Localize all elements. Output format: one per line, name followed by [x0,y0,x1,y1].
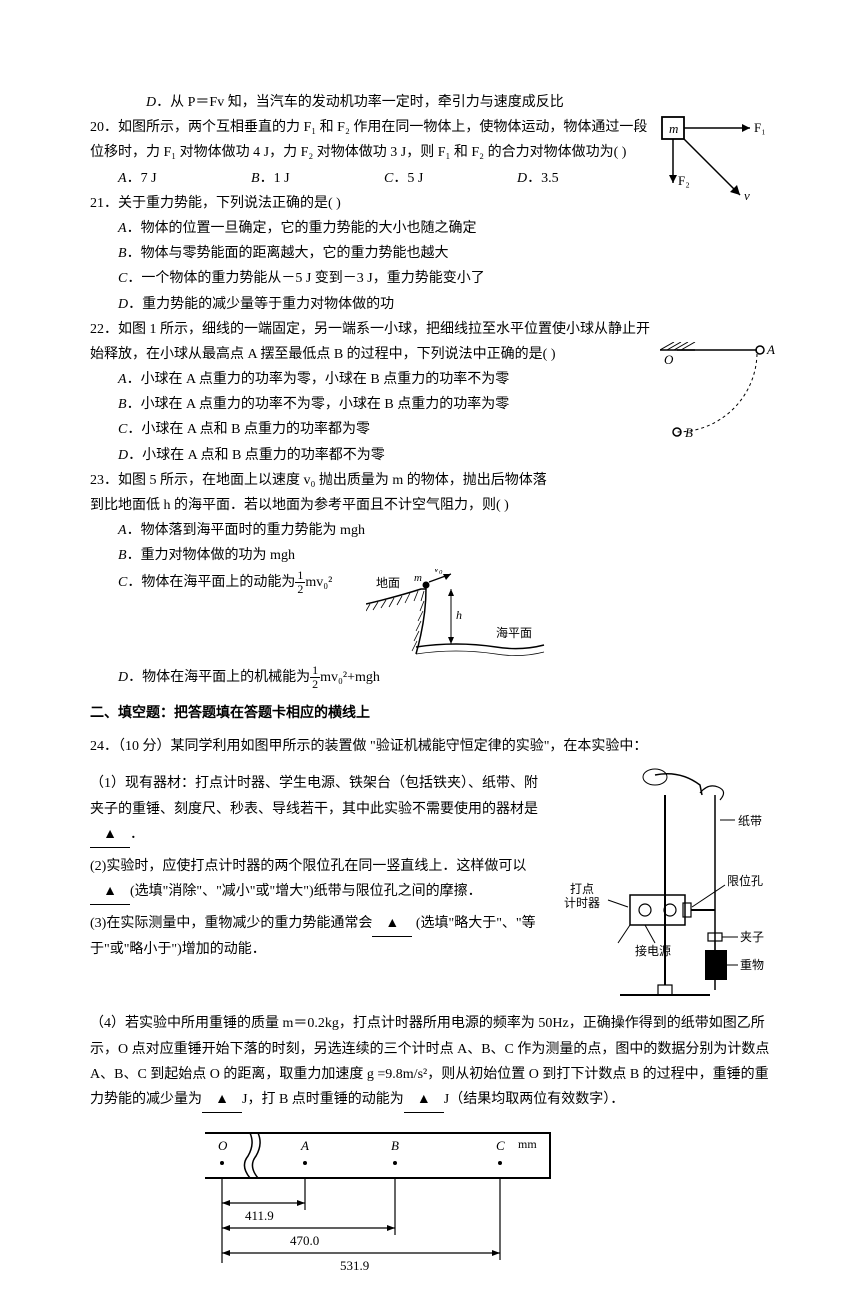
q22-stem1: 22．如图 1 所示，细线的一端固定，另一端系一小球，把细线拉至水平位置使小球从… [90,317,770,342]
q22-fig-b: B [685,425,693,440]
tape-d3: 531.9 [340,1258,369,1273]
q22-fig-a: A [766,342,775,357]
q21-b: B．物体与零势能面的距离越大，它的重力势能也越大 [90,241,770,266]
q21-a: A．物体的位置一旦确定，它的重力势能的大小也随之确定 [90,216,770,241]
q24-fig-weight: 重物 [740,958,764,972]
q23-stem1: 23．如图 5 所示，在地面上以速度 v₀ 抛出质量为 m 的物体，抛出后物体落 [90,468,770,493]
q22-figure: O A B [660,342,780,462]
tape-d2: 470.0 [290,1233,319,1248]
section2-title: 二、填空题：把答题填在答题卡相应的横线上 [90,701,770,726]
q20-options: A．7 J B．1 J C．5 J D．3.5 [90,166,650,191]
q20-fig-v: v [744,188,750,203]
q20-figure: m F₁ F₂ v [660,115,770,210]
q24-p2: (2)实验时，应使打点计时器的两个限位孔在同一竖直线上．这样做可以▲(选填"消除… [90,854,550,905]
q23-fig-v0: v₀ [434,569,443,575]
blank-1[interactable]: ▲ [90,822,130,848]
blank-4[interactable]: ▲ [202,1087,242,1113]
q24-stem: 24．（10 分）某同学利用如图甲所示的装置做 "验证机械能守恒定律的实验"，在… [90,734,770,759]
q24-fig-power: 接电源 [635,943,671,958]
q20-fig-f1: F₁ [754,120,766,135]
q24-fig-timer1: 打点 [570,882,594,896]
q19d-text: 从 P＝Fv 知，当汽车的发动机功率一定时，牵引力与速度成反比 [170,95,564,110]
q24-p3: (3)在实际测量中，重物减少的重力势能通常会▲ (选填"略大于"、"等于"或"略… [90,911,550,962]
q24-fig-tape: 纸带 [738,814,762,828]
q24-fig-hole: 限位孔 [727,873,763,888]
blank-2[interactable]: ▲ [90,879,130,905]
q24-tape-figure: O A B C mm 411.9 470.0 531.9 [200,1128,570,1273]
q23-fig-ground: 地面 [376,576,400,590]
q23-figure: 地面 m v₀ h 海平面 [366,569,546,664]
q23-a: A．物体落到海平面时的重力势能为 mgh [90,518,770,543]
q24-p4: （4）若实验中所用重锤的质量 m＝0.2kg，打点计时器所用电源的频率为 50H… [90,1011,770,1113]
tape-b: B [391,1138,399,1153]
q24-p1: （1）现有器材：打点计时器、学生电源、铁架台（包括铁夹）、纸带、附夹子的重锤、刻… [90,771,550,848]
q21-c: C．一个物体的重力势能从－5 J 变到－3 J，重力势能变小了 [90,266,770,291]
q23-d: D．物体在海平面上的机械能为12mv₀²+mgh [90,664,770,691]
q23-fig-h: h [456,608,462,622]
q24-fig-timer2: 计时器 [564,896,600,910]
q20-fig-f2: F₂ [678,173,690,188]
tape-c: C [496,1138,505,1153]
q23-fig-m: m [414,572,422,584]
q21-d: D．重力势能的减少量等于重力对物体做的功 [90,292,770,317]
q24-fig-clip: 夹子 [740,930,764,944]
q23-fig-sea: 海平面 [496,625,532,640]
q22-fig-o: O [664,352,674,367]
blank-3[interactable]: ▲ [372,911,412,937]
q23-b: B．重力对物体做的功为 mgh [90,543,770,568]
tape-a: A [300,1138,309,1153]
q23-c: C．物体在海平面上的动能为12mv₀² [90,569,332,596]
q23-stem2: 到比地面低 h 的海平面．若以地面为参考平面且不计空气阻力，则( ) [90,493,770,518]
q20-b: 1 J [274,171,290,186]
tape-unit: mm [518,1137,537,1151]
q20-fig-m: m [669,121,678,136]
q24-figure: 纸带 限位孔 夹子 重物 打点 计时器 接电源 [560,765,770,1005]
q20-d: 3.5 [541,171,559,186]
q20-c: 5 J [407,171,423,186]
blank-5[interactable]: ▲ [404,1087,444,1113]
q19-option-d: D．从 P＝Fv 知，当汽车的发动机功率一定时，牵引力与速度成反比 [90,90,770,115]
tape-o: O [218,1138,228,1153]
q20-a: 7 J [141,171,157,186]
